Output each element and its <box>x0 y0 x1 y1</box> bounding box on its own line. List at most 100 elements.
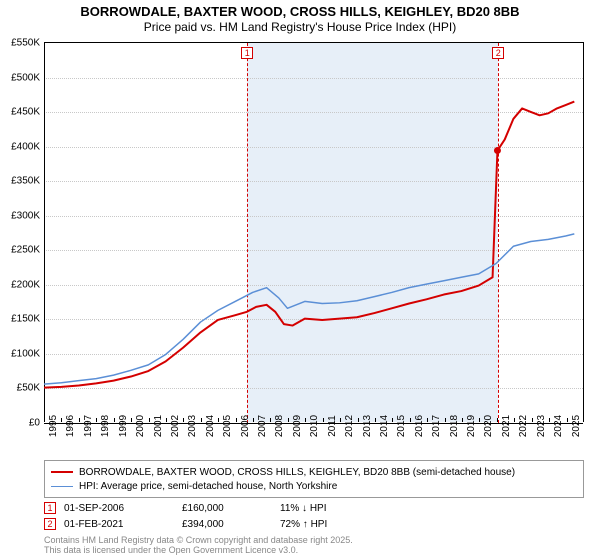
x-tick-mark <box>567 418 568 422</box>
x-tick-label: 2007 <box>257 415 268 437</box>
x-tick-mark <box>44 418 45 422</box>
x-tick-mark <box>462 418 463 422</box>
x-tick-label: 2001 <box>153 415 164 437</box>
x-tick-label: 2015 <box>396 415 407 437</box>
x-tick-mark <box>114 418 115 422</box>
x-tick-mark <box>532 418 533 422</box>
x-tick-label: 2024 <box>553 415 564 437</box>
y-tick-label: £0 <box>0 418 40 429</box>
x-tick-mark <box>323 418 324 422</box>
x-tick-mark <box>305 418 306 422</box>
marker-dot <box>494 147 501 154</box>
x-tick-label: 2017 <box>431 415 442 437</box>
x-tick-mark <box>288 418 289 422</box>
legend-box: BORROWDALE, BAXTER WOOD, CROSS HILLS, KE… <box>44 460 584 498</box>
x-tick-mark <box>410 418 411 422</box>
x-tick-label: 2023 <box>536 415 547 437</box>
x-tick-mark <box>375 418 376 422</box>
x-tick-label: 1998 <box>100 415 111 437</box>
attribution-line-2: This data is licensed under the Open Gov… <box>44 546 353 556</box>
title-line-2: Price paid vs. HM Land Registry's House … <box>0 20 600 35</box>
y-tick-label: £150K <box>0 314 40 325</box>
title-block: BORROWDALE, BAXTER WOOD, CROSS HILLS, KE… <box>0 0 600 35</box>
title-line-1: BORROWDALE, BAXTER WOOD, CROSS HILLS, KE… <box>0 4 600 20</box>
y-tick-label: £200K <box>0 279 40 290</box>
x-tick-label: 2014 <box>379 415 390 437</box>
x-tick-mark <box>183 418 184 422</box>
x-tick-label: 2004 <box>205 415 216 437</box>
x-tick-label: 2010 <box>309 415 320 437</box>
x-tick-mark <box>514 418 515 422</box>
x-tick-label: 2009 <box>292 415 303 437</box>
y-tick-label: £300K <box>0 210 40 221</box>
x-tick-label: 2021 <box>501 415 512 437</box>
x-tick-mark <box>236 418 237 422</box>
y-tick-label: £250K <box>0 245 40 256</box>
chart-plot-area: 12 £0£50K£100K£150K£200K£250K£300K£350K£… <box>44 42 584 422</box>
x-tick-label: 2016 <box>414 415 425 437</box>
x-tick-label: 2025 <box>571 415 582 437</box>
series-hpi <box>44 234 574 384</box>
x-tick-mark <box>270 418 271 422</box>
legend-label: BORROWDALE, BAXTER WOOD, CROSS HILLS, KE… <box>79 467 515 478</box>
x-tick-mark <box>79 418 80 422</box>
x-tick-mark <box>61 418 62 422</box>
x-tick-label: 1997 <box>83 415 94 437</box>
footer-price: £394,000 <box>182 519 272 530</box>
x-tick-label: 2005 <box>222 415 233 437</box>
legend-swatch <box>51 471 73 473</box>
x-tick-mark <box>427 418 428 422</box>
y-tick-label: £100K <box>0 348 40 359</box>
attribution: Contains HM Land Registry data © Crown c… <box>44 536 353 556</box>
y-tick-label: £50K <box>0 383 40 394</box>
x-tick-mark <box>96 418 97 422</box>
y-tick-label: £550K <box>0 38 40 49</box>
footer-pct: 72% ↑ HPI <box>280 519 360 530</box>
x-axis: 1995199619971998199920002001200220032004… <box>44 422 584 462</box>
y-tick-label: £350K <box>0 176 40 187</box>
footer-marker-badge: 2 <box>44 518 56 530</box>
footer-pct: 11% ↓ HPI <box>280 503 360 514</box>
series-price_paid <box>44 102 574 388</box>
x-tick-label: 2003 <box>187 415 198 437</box>
legend-item: BORROWDALE, BAXTER WOOD, CROSS HILLS, KE… <box>51 465 577 479</box>
x-tick-label: 2011 <box>327 415 338 437</box>
x-tick-mark <box>479 418 480 422</box>
line-chart-svg <box>44 43 583 422</box>
x-tick-mark <box>392 418 393 422</box>
x-tick-label: 2008 <box>274 415 285 437</box>
legend-item: HPI: Average price, semi-detached house,… <box>51 479 577 493</box>
y-tick-label: £400K <box>0 141 40 152</box>
x-tick-mark <box>445 418 446 422</box>
footer-price: £160,000 <box>182 503 272 514</box>
y-tick-label: £500K <box>0 72 40 83</box>
footer-marker-badge: 1 <box>44 502 56 514</box>
x-tick-label: 1999 <box>118 415 129 437</box>
x-tick-mark <box>358 418 359 422</box>
x-tick-label: 1995 <box>48 415 59 437</box>
legend-swatch <box>51 486 73 487</box>
marker-footer-table: 101-SEP-2006£160,00011% ↓ HPI201-FEB-202… <box>44 500 584 532</box>
x-tick-mark <box>497 418 498 422</box>
x-tick-label: 2022 <box>518 415 529 437</box>
x-tick-label: 2012 <box>344 415 355 437</box>
x-tick-mark <box>253 418 254 422</box>
x-tick-label: 1996 <box>65 415 76 437</box>
footer-date: 01-FEB-2021 <box>64 519 174 530</box>
x-tick-mark <box>149 418 150 422</box>
chart-container: BORROWDALE, BAXTER WOOD, CROSS HILLS, KE… <box>0 0 600 560</box>
footer-row: 2 01-FEB-2021 £394,000 72% ↑ HPI <box>44 516 584 532</box>
footer-row: 101-SEP-2006£160,00011% ↓ HPI <box>44 500 584 516</box>
x-tick-mark <box>131 418 132 422</box>
x-tick-mark <box>549 418 550 422</box>
x-tick-label: 2018 <box>449 415 460 437</box>
x-tick-label: 2019 <box>466 415 477 437</box>
x-tick-mark <box>201 418 202 422</box>
x-tick-label: 2013 <box>362 415 373 437</box>
y-tick-label: £450K <box>0 107 40 118</box>
x-tick-label: 2006 <box>240 415 251 437</box>
x-tick-mark <box>340 418 341 422</box>
x-tick-label: 2002 <box>170 415 181 437</box>
x-tick-label: 2020 <box>483 415 494 437</box>
legend-label: HPI: Average price, semi-detached house,… <box>79 481 337 492</box>
